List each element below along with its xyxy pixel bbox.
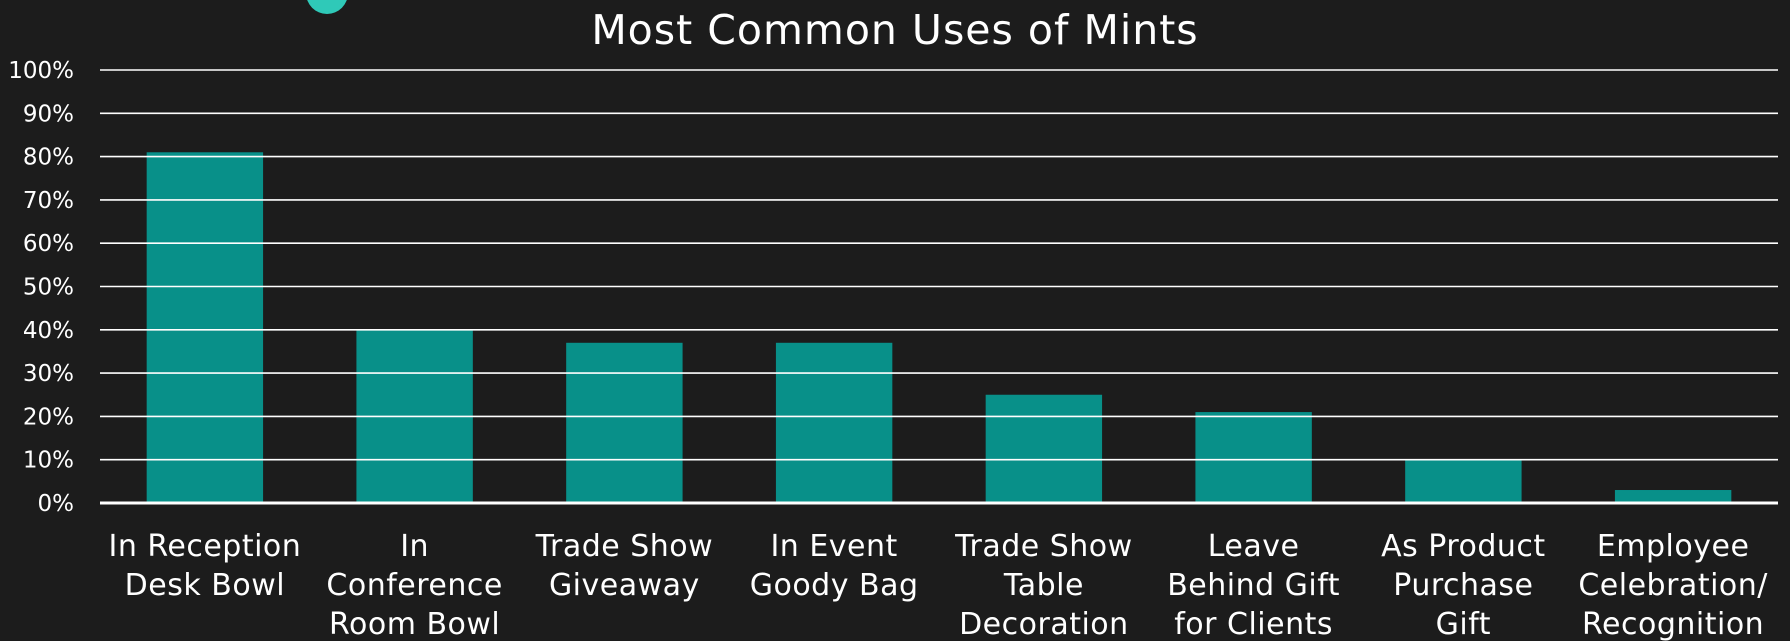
y-tick-label: 50% [23,275,74,301]
bar [1195,412,1312,503]
bars [146,152,1732,503]
gridlines [100,69,1778,461]
x-axis-category-labels: In Reception Desk Bowl In Conference Room Bo… [108,529,1768,641]
y-tick-label: 10% [23,448,74,474]
y-tick-label: 70% [23,188,74,214]
y-tick-label: 60% [23,231,74,257]
x-category-label: Trade Show Table Decoration [954,529,1133,641]
y-tick-label: 0% [38,491,75,517]
y-tick-label: 20% [23,404,74,430]
x-category-label: Employee Celebration/Recognition [1578,529,1768,641]
bar [775,342,893,503]
bar [1614,490,1732,503]
x-category-label: Leave Behind Gift for Clients [1167,529,1340,641]
x-category-label: In Conference Room Bowl [326,529,502,641]
bar [1405,459,1522,503]
y-tick-label: 40% [23,318,74,344]
x-category-label: In Event Goody Bag [750,529,919,603]
y-tick-label: 80% [23,145,74,171]
chart-title: Most Common Uses of Mints [591,6,1198,54]
y-tick-label: 30% [23,361,74,387]
x-category-label: Trade Show Giveaway [535,529,714,603]
x-category-label: In Reception Desk Bowl [108,529,301,603]
y-axis-tick-labels: 0% 10% 20% 30% 40% 50% 60% 70% 80% 90% 100% [8,58,74,517]
y-tick-label: 90% [23,101,74,127]
bar [566,342,683,503]
x-category-label: As Product Purchase Gift [1381,529,1546,641]
bar [985,394,1103,503]
accent-decoration [306,0,348,14]
y-tick-label: 100% [8,58,74,84]
bar [146,152,264,503]
